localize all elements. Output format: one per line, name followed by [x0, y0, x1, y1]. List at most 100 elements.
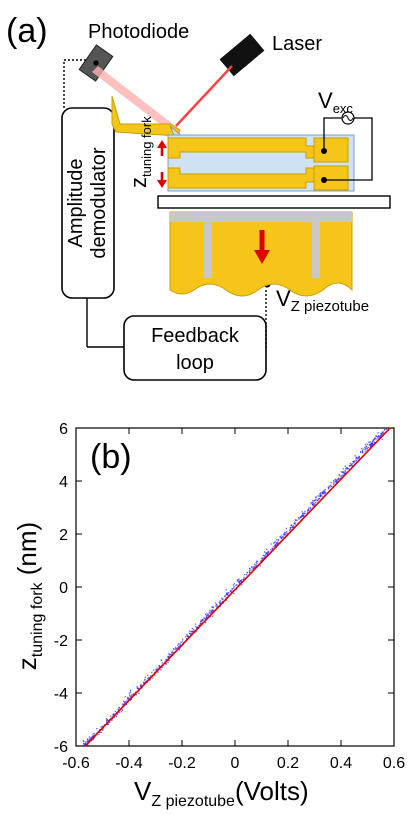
scatter-point	[327, 486, 330, 488]
scatter-point	[196, 626, 199, 629]
scatter-point	[171, 651, 173, 653]
scatter-point	[93, 732, 96, 735]
scatter-point	[91, 737, 93, 739]
scatter-point	[346, 468, 348, 470]
scatter-point	[271, 547, 274, 549]
scatter-point	[185, 634, 188, 636]
scatter-point	[233, 592, 235, 595]
scatter-point	[154, 671, 156, 673]
scatter-point	[270, 543, 272, 545]
scatter-point	[263, 557, 265, 560]
feedback-loop-line2: loop	[176, 352, 214, 374]
x-tick-label: -0.4	[115, 755, 143, 772]
scatter-point	[322, 491, 324, 493]
scatter-point	[275, 543, 277, 545]
scatter-point	[199, 623, 201, 625]
scatter-point	[353, 461, 355, 463]
scatter-point	[362, 452, 364, 454]
scatter-point	[88, 736, 91, 738]
scatter-point	[336, 479, 338, 481]
fit-line	[84, 427, 391, 747]
scatter-point	[340, 471, 342, 473]
scatter-point	[292, 525, 294, 528]
panel-a-label: (a)	[6, 12, 48, 50]
scatter-point	[175, 646, 177, 649]
scatter-point	[354, 455, 356, 457]
scatter-point	[356, 457, 358, 459]
scatter-point	[284, 533, 287, 536]
scatter-point	[124, 696, 126, 698]
scatter-point	[263, 555, 265, 557]
scatter-point	[314, 499, 316, 501]
photodiode-label: Photodiode	[88, 21, 189, 43]
scatter-point	[85, 741, 87, 743]
scatter-point	[129, 696, 131, 698]
scatter-point	[237, 579, 240, 581]
scatter-point	[91, 739, 93, 741]
scatter-point	[323, 490, 325, 492]
scatter-point	[130, 698, 133, 700]
scatter-point	[317, 499, 319, 502]
scatter-point	[147, 677, 149, 680]
scatter-point	[122, 700, 125, 702]
scatter-point	[376, 436, 379, 438]
scatter-point	[357, 458, 359, 460]
scatter-point	[381, 438, 383, 440]
scatter-point	[313, 500, 315, 502]
scatter-point	[238, 581, 241, 583]
scatter-point	[329, 486, 331, 488]
scatter-point	[264, 555, 266, 557]
scatter-point	[304, 510, 306, 513]
scatter-point	[188, 632, 191, 635]
scatter-point	[172, 648, 175, 650]
scatter-point	[207, 613, 209, 615]
x-tick-label: 0.6	[383, 755, 405, 772]
holder-plate	[157, 195, 391, 209]
scatter-point	[333, 479, 335, 482]
scatter-point	[249, 571, 251, 574]
scatter-point	[280, 537, 283, 540]
scatter-point	[130, 695, 133, 698]
y-tick-label: 0	[59, 580, 68, 597]
scatter-point	[121, 708, 123, 711]
panel-b-label: (b)	[90, 438, 132, 476]
scatter-point	[253, 563, 256, 566]
scatter-point	[251, 566, 253, 568]
scatter-point	[231, 588, 233, 590]
scatter-point	[130, 694, 132, 697]
scatter-point	[342, 468, 344, 470]
scatter-point	[154, 674, 156, 676]
scatter-point	[276, 539, 278, 541]
scatter-point	[83, 740, 85, 742]
y-tick-label: 6	[59, 421, 68, 438]
tuning-fork	[167, 134, 355, 192]
scatter-point	[206, 613, 208, 615]
scatter-point	[152, 677, 154, 679]
scatter-point	[260, 557, 263, 559]
scatter-point	[89, 737, 92, 739]
y-tick-label: -6	[54, 739, 68, 756]
scatter-point	[241, 584, 243, 586]
scatter-point	[227, 592, 230, 594]
scatter-point	[330, 484, 332, 487]
scatter-point	[169, 653, 171, 655]
scatter-point	[266, 552, 268, 554]
scatter-point	[161, 662, 163, 664]
scatter-point	[279, 536, 281, 538]
x-tick-label: -0.6	[62, 755, 90, 772]
scatter-point	[383, 432, 385, 435]
scatter-point	[319, 493, 321, 495]
scatter-point	[120, 711, 122, 713]
scatter-point	[175, 647, 178, 650]
scatter-point	[299, 516, 302, 519]
scatter-point	[255, 564, 257, 566]
scatter-point	[366, 447, 368, 450]
scatter-point	[178, 645, 180, 648]
scatter-point	[302, 514, 305, 517]
scatter-point	[87, 741, 89, 743]
scatter-point	[100, 726, 102, 728]
scatter-point	[288, 529, 291, 531]
scatter-point	[107, 723, 110, 725]
scatter-point	[203, 617, 206, 619]
scatter-point	[282, 534, 285, 536]
